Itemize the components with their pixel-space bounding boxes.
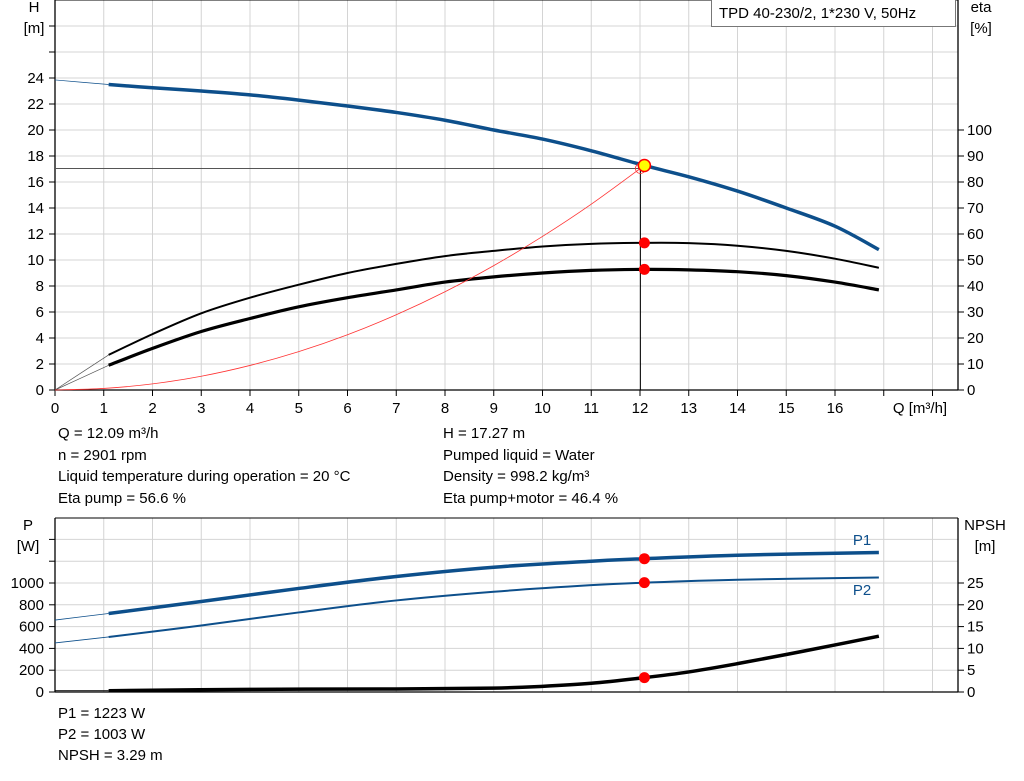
series-P1 [108, 550, 879, 616]
y-right-tick-label: 20 [967, 330, 984, 347]
y-left-tick-label: 8 [36, 278, 44, 295]
p1-point-marker [638, 553, 650, 565]
y-left-tick-label: 200 [19, 662, 44, 679]
x-tick-label: 3 [197, 400, 205, 417]
info-flow: Q = 12.09 m³/h [58, 425, 159, 442]
x-tick-label: 12 [632, 400, 649, 417]
series-label-p1: P1 [853, 532, 871, 549]
info-eta-pump: Eta pump = 56.6 % [58, 489, 186, 507]
y-left-tick-label: 14 [27, 200, 44, 217]
series-eta_pump_motor-extrapolation [54, 364, 109, 391]
p2-point-marker [638, 577, 650, 589]
y-left-axis-unit: [W] [17, 538, 40, 555]
info-right: H = 17.27 m Pumped liquid = Water Densit… [443, 423, 618, 509]
eta-pump-motor-point-marker [638, 263, 650, 275]
y-right-tick-label: 20 [967, 597, 984, 614]
series-H-extrapolation [54, 79, 109, 85]
y-left-tick-label: 4 [36, 330, 44, 347]
y-right-tick-label: 0 [967, 684, 975, 701]
x-tick-label: 4 [246, 400, 254, 417]
x-tick-label: 13 [680, 400, 697, 417]
y-left-tick-label: 22 [27, 96, 44, 113]
y-left-tick-label: 6 [36, 304, 44, 321]
y-left-tick-label: 20 [27, 122, 44, 139]
y-right-tick-label: 40 [967, 278, 984, 295]
y-right-tick-label: 25 [967, 575, 984, 592]
y-right-axis-unit: [m] [975, 538, 996, 555]
y-left-tick-label: 800 [19, 597, 44, 614]
y-left-axis-name: P [23, 517, 33, 534]
y-right-tick-label: 10 [967, 356, 984, 373]
eta-pump-point-marker [638, 237, 650, 249]
y-left-axis-name: H [29, 0, 40, 16]
info-left: Q = 12.09 m³/h n = 2901 rpm Liquid tempe… [58, 423, 350, 509]
series-NPSH [108, 634, 880, 693]
y-left-tick-label: 400 [19, 640, 44, 657]
y-right-tick-label: 60 [967, 226, 984, 243]
title-box: TPD 40-230/2, 1*230 V, 50Hz [711, 0, 956, 27]
x-tick-label: 16 [827, 400, 844, 417]
y-left-tick-label: 0 [36, 382, 44, 399]
y-left-tick-label: 16 [27, 174, 44, 191]
y-left-tick-label: 18 [27, 148, 44, 165]
y-right-tick-label: 30 [967, 304, 984, 321]
x-tick-label: 0 [51, 400, 59, 417]
info-density: Density = 998.2 kg/m³ [443, 468, 590, 485]
y-right-tick-label: 50 [967, 252, 984, 269]
info-bottom: P1 = 1223 W P2 = 1003 W NPSH = 3.29 m [58, 703, 163, 766]
series-label-p2: P2 [853, 582, 871, 599]
y-left-tick-label: 24 [27, 70, 44, 87]
duty-point-marker [637, 158, 652, 173]
info-temperature: Liquid temperature during operation = 20… [58, 468, 351, 485]
x-tick-label: 5 [295, 400, 303, 417]
chart-title: TPD 40-230/2, 1*230 V, 50Hz [719, 5, 917, 22]
y-right-tick-label: 15 [967, 619, 984, 636]
y-right-tick-label: 90 [967, 148, 984, 165]
y-right-tick-label: 80 [967, 174, 984, 191]
series-P2 [108, 576, 879, 638]
series-H [108, 82, 880, 252]
series-P2-extrapolation [54, 636, 109, 644]
x-tick-label: 11 [583, 400, 599, 417]
info-speed: n = 2901 rpm [58, 446, 147, 464]
info-head: H = 17.27 m [443, 425, 526, 442]
y-left-tick-label: 12 [27, 226, 44, 243]
y-left-tick-label: 0 [36, 684, 44, 701]
series-eta_pump [108, 241, 880, 356]
y-right-tick-label: 0 [967, 382, 975, 399]
y-right-axis-name: NPSH [964, 517, 1006, 534]
x-tick-label: 9 [490, 400, 498, 417]
x-tick-label: 10 [534, 400, 551, 417]
y-left-tick-label: 10 [27, 252, 44, 269]
info-liquid: Pumped liquid = Water [443, 446, 595, 464]
y-right-tick-label: 5 [967, 662, 975, 679]
series-eta_pump_motor [108, 267, 880, 367]
y-right-tick-label: 100 [967, 122, 992, 139]
x-tick-label: 8 [441, 400, 449, 417]
x-tick-label: 15 [778, 400, 795, 417]
y-left-axis-unit: [m] [24, 20, 45, 37]
npsh-point-marker [638, 672, 650, 684]
x-axis-label: Q [m³/h] [893, 400, 947, 417]
y-right-tick-label: 70 [967, 200, 984, 217]
info-npsh: NPSH = 3.29 m [58, 747, 163, 764]
info-eta-pump-motor: Eta pump+motor = 46.4 % [443, 489, 619, 507]
x-tick-label: 1 [100, 400, 108, 417]
y-right-axis-unit: [%] [970, 20, 992, 37]
y-right-axis-name: eta [971, 0, 993, 16]
series-P1-extrapolation [54, 613, 109, 621]
series-system [54, 165, 645, 391]
x-tick-label: 14 [729, 400, 746, 417]
y-left-tick-label: 600 [19, 619, 44, 636]
series-eta_pump-extrapolation [54, 354, 109, 391]
y-left-tick-label: 1000 [11, 575, 44, 592]
info-p1: P1 = 1223 W [58, 705, 146, 722]
x-tick-label: 7 [392, 400, 400, 417]
y-left-tick-label: 2 [36, 356, 44, 373]
x-tick-label: 6 [343, 400, 351, 417]
y-right-tick-label: 10 [967, 640, 984, 657]
info-p2: P2 = 1003 W [58, 726, 146, 743]
x-tick-label: 2 [148, 400, 156, 417]
